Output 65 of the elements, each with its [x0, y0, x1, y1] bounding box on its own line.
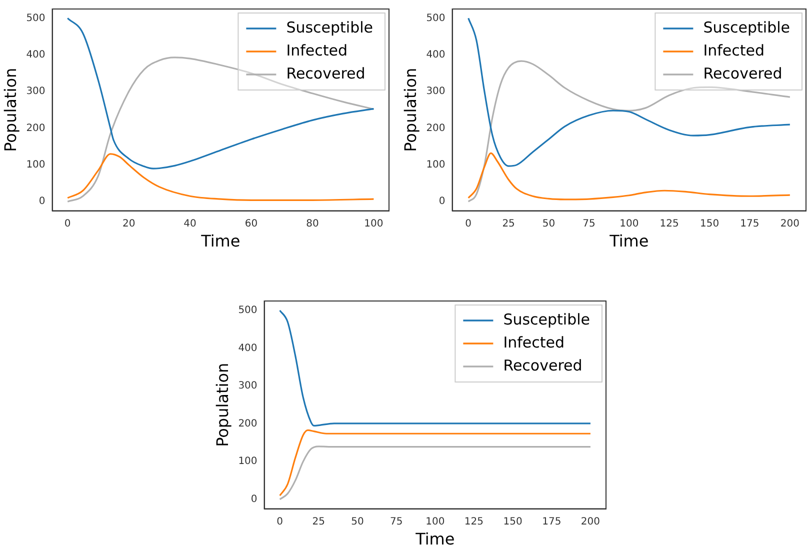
line-series [66, 56, 374, 202]
legend-label: Infected [503, 333, 565, 352]
y-tick-label: 400 [238, 342, 258, 354]
y-tick-label: 500 [26, 12, 46, 24]
y-tick-label: 300 [238, 380, 258, 392]
x-tick-label: 200 [580, 516, 600, 528]
x-tick-label: 150 [700, 218, 720, 230]
legend-label: Infected [703, 41, 765, 60]
x-tick-label: 60 [244, 218, 258, 230]
x-tick-label: 75 [390, 516, 403, 528]
y-tick-label: 400 [26, 49, 46, 60]
y-tick-label: 200 [238, 418, 258, 430]
x-tick-label: 20 [122, 218, 136, 230]
line-series [279, 310, 592, 426]
x-axis-title: Time [414, 530, 455, 549]
x-tick-label: 0 [465, 218, 472, 230]
line-series [66, 17, 374, 170]
y-axis-title: Population [400, 68, 420, 152]
line-series [468, 152, 791, 200]
x-tick-label: 0 [64, 218, 71, 230]
y-tick-label: 0 [38, 196, 46, 208]
x-tick-label: 75 [582, 218, 596, 230]
y-tick-label: 100 [26, 160, 46, 171]
y-tick-label: 400 [426, 49, 446, 60]
x-tick-label: 40 [184, 218, 196, 230]
y-tick-label: 200 [26, 122, 46, 134]
x-tick-label: 150 [503, 516, 522, 528]
x-tick-label: 80 [306, 218, 319, 230]
x-tick-label: 25 [312, 516, 326, 528]
y-tick-label: 300 [26, 86, 46, 98]
x-tick-label: 125 [464, 516, 484, 528]
x-tick-label: 25 [502, 218, 515, 230]
y-tick-label: 200 [426, 122, 446, 134]
x-axis-title: Time [608, 232, 649, 251]
x-tick-label: 50 [351, 516, 364, 528]
y-tick-label: 0 [250, 494, 258, 505]
y-axis-title: Population [212, 362, 232, 447]
legend-label: Susceptible [703, 18, 790, 36]
legend-label: Susceptible [286, 18, 374, 36]
x-tick-label: 175 [740, 218, 760, 230]
line-series [279, 429, 592, 496]
y-tick-label: 100 [426, 160, 446, 171]
line-series [468, 17, 791, 167]
legend-label: Infected [286, 41, 348, 60]
legend-label: Recovered [703, 64, 782, 82]
legend-label: Susceptible [503, 310, 590, 328]
x-tick-label: 50 [542, 218, 556, 230]
line-series [468, 60, 791, 202]
x-tick-label: 100 [620, 218, 639, 230]
y-tick-label: 500 [426, 12, 446, 24]
legend-label: Recovered [286, 64, 366, 82]
y-tick-label: 500 [238, 305, 258, 316]
y-tick-label: 100 [238, 456, 258, 468]
legend-label: Recovered [503, 356, 582, 374]
y-tick-label: 0 [438, 196, 446, 208]
line-series [279, 446, 592, 500]
x-tick-label: 125 [660, 218, 679, 230]
x-axis-title: Time [200, 232, 240, 251]
line-series [66, 153, 374, 201]
x-tick-label: 175 [542, 516, 562, 528]
x-tick-label: 200 [780, 218, 800, 230]
y-axis-title: Population [0, 68, 20, 152]
x-tick-label: 100 [364, 218, 384, 230]
x-tick-label: 0 [276, 516, 284, 528]
y-tick-label: 300 [426, 86, 446, 98]
